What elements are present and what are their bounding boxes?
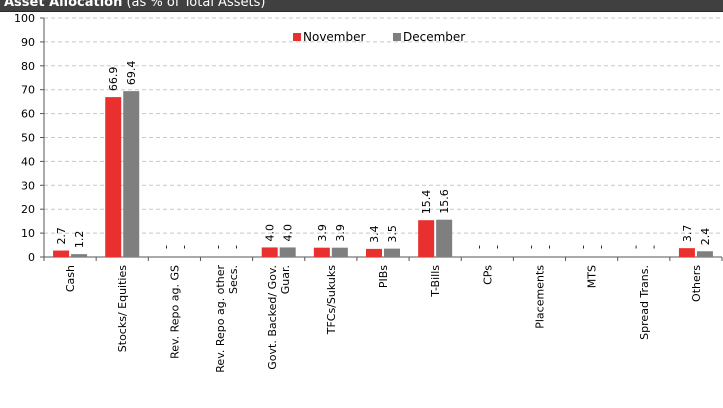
data-label: 69.4: [125, 61, 138, 86]
data-label: 3.9: [334, 224, 347, 242]
data-label: 15.4: [420, 190, 433, 215]
bar-november: [366, 248, 382, 257]
y-tick-label: 30: [21, 179, 35, 192]
category-label: Secs.: [227, 265, 240, 294]
data-label: -: [159, 245, 172, 249]
bar-november: [261, 247, 278, 257]
data-label: 3.7: [681, 225, 694, 243]
y-tick-label: 40: [21, 155, 35, 168]
bar-december: [696, 251, 713, 257]
data-label: 1.2: [73, 231, 86, 249]
chart-title: Asset Allocation (as % of Total Assets): [4, 0, 266, 10]
y-tick-label: 60: [21, 108, 35, 121]
legend-swatch-december: [393, 33, 401, 41]
legend-label-november: November: [303, 30, 365, 44]
category-label: Govt. Backed/ Gov.: [266, 265, 279, 370]
bar-november: [313, 247, 330, 257]
category-label: Cash: [64, 265, 77, 292]
gridlines: [44, 17, 722, 234]
category-label: Guar.: [279, 265, 292, 294]
category-label: Stocks/ Equities: [116, 265, 129, 352]
data-label: -: [524, 245, 537, 249]
data-label: 3.9: [316, 224, 329, 242]
data-label: 4.0: [264, 224, 277, 242]
category-label: MTS: [586, 265, 599, 288]
data-label: 66.9: [107, 67, 120, 92]
data-label: 15.6: [438, 189, 451, 214]
data-label: -: [490, 245, 503, 249]
data-label: -: [472, 245, 485, 249]
y-tick-label: 10: [21, 227, 35, 240]
bar-november: [678, 248, 695, 257]
category-label: Placements: [533, 265, 546, 329]
chart-header: Asset Allocation (as % of Total Assets): [0, 0, 723, 12]
y-tick-label: 0: [28, 251, 35, 264]
bar-november: [105, 97, 122, 257]
legend-swatch-november: [293, 33, 301, 41]
y-tick-label: 70: [21, 84, 35, 97]
data-label: 2.4: [699, 228, 712, 246]
bar-november: [418, 220, 435, 257]
data-label: -: [595, 245, 608, 249]
category-label: T-Bills: [429, 265, 442, 298]
data-label: -: [177, 245, 190, 249]
bar-november: [53, 250, 70, 257]
bar-december: [331, 247, 348, 257]
data-label: 3.5: [386, 225, 399, 243]
bar-december: [123, 91, 140, 257]
category-label: Rev. Repo ag. GS: [168, 265, 181, 359]
category-label: TFCs/Sukuks: [325, 265, 338, 335]
data-label: 2.7: [55, 227, 68, 245]
data-label: -: [629, 245, 642, 249]
category-label: Spread Trans.: [638, 265, 651, 340]
category-label: Others: [690, 265, 703, 302]
data-label: -: [230, 245, 243, 249]
y-tick-label: 100: [14, 12, 35, 25]
y-tick-label: 90: [21, 36, 35, 49]
data-label: -: [647, 245, 660, 249]
data-label: 3.4: [368, 225, 381, 243]
category-label: CPs: [481, 265, 494, 285]
bar-december: [279, 247, 296, 257]
data-labels: 2.7 66.9 - - 4.0 3.9 3.4 15.4 - - - - 3.7 1.2 69.4 - - 4.…: [55, 61, 712, 249]
data-label: 4.0: [282, 224, 295, 242]
axes: 0 10 20 30 40 50 60 70 80 90 100: [14, 12, 723, 264]
y-tick-label: 80: [21, 60, 35, 73]
bar-december: [384, 248, 400, 257]
data-label: -: [212, 245, 225, 249]
legend-label-december: December: [403, 30, 465, 44]
bar-december: [436, 219, 453, 257]
category-label: PIBs: [377, 265, 390, 288]
data-label: -: [577, 245, 590, 249]
bar-december: [71, 254, 88, 257]
y-tick-label: 50: [21, 132, 35, 145]
y-tick-label: 20: [21, 203, 35, 216]
category-labels: Cash Stocks/ Equities Rev. Repo ag. GS Rev.…: [64, 265, 703, 373]
category-label: Rev. Repo ag. other: [214, 265, 227, 373]
bars: [53, 91, 713, 257]
legend: November December: [293, 30, 465, 44]
data-label: -: [542, 245, 555, 249]
